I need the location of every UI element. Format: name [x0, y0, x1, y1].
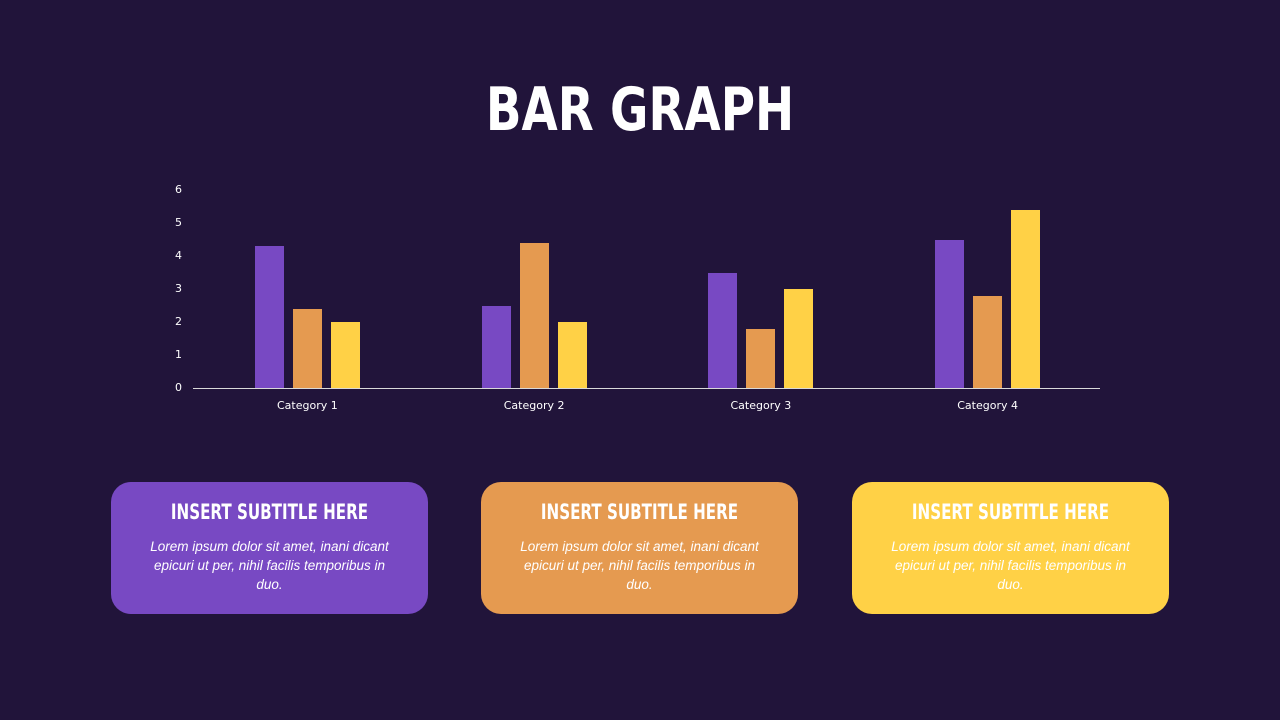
bar-4-series-1 [935, 239, 965, 388]
bar-3-series-3 [784, 289, 814, 388]
x-axis-line [193, 388, 1100, 389]
subtitle-card-1: INSERT SUBTITLE HERE Lorem ipsum dolor s… [111, 482, 428, 614]
bar-1-series-2 [292, 308, 322, 388]
card-subtitle: INSERT SUBTITLE HERE [911, 500, 1110, 524]
bar-1-series-1 [254, 246, 284, 388]
subtitle-card-2: INSERT SUBTITLE HERE Lorem ipsum dolor s… [481, 482, 798, 614]
y-tick-label: 2 [175, 315, 182, 328]
bar-4-series-2 [973, 295, 1003, 388]
y-tick-label: 6 [175, 183, 182, 196]
x-category-label: Category 2 [503, 399, 565, 412]
card-subtitle: INSERT SUBTITLE HERE [170, 500, 369, 524]
bar-3-series-1 [708, 272, 738, 388]
card-body-text: Lorem ipsum dolor sit amet, inani dicant… [150, 539, 389, 592]
page-title: BAR GRAPH [485, 75, 795, 145]
y-tick-label: 1 [175, 348, 182, 361]
card-subtitle: INSERT SUBTITLE HERE [540, 500, 739, 524]
x-category-label: Category 4 [957, 399, 1018, 412]
bar-3-series-2 [746, 328, 776, 388]
y-tick-label: 5 [175, 216, 182, 229]
bar-1-series-3 [330, 322, 360, 388]
bar-2-series-3 [557, 322, 587, 388]
y-tick-label: 0 [175, 381, 182, 394]
card-body-text: Lorem ipsum dolor sit amet, inani dicant… [891, 539, 1130, 592]
bar-2-series-1 [481, 305, 511, 388]
x-category-label: Category 3 [730, 399, 792, 412]
y-tick-label: 4 [175, 249, 182, 262]
card-body-text: Lorem ipsum dolor sit amet, inani dicant… [520, 539, 759, 592]
bar-chart: 0 1 2 3 4 5 6 Category 1 Category 2 Category 3 Cat… [175, 183, 1100, 412]
x-category-label: Category 1 [277, 399, 338, 412]
bar-2-series-2 [519, 242, 549, 388]
subtitle-card-3: INSERT SUBTITLE HERE Lorem ipsum dolor s… [852, 482, 1169, 614]
y-tick-label: 3 [175, 282, 182, 295]
bar-4-series-3 [1011, 209, 1041, 388]
